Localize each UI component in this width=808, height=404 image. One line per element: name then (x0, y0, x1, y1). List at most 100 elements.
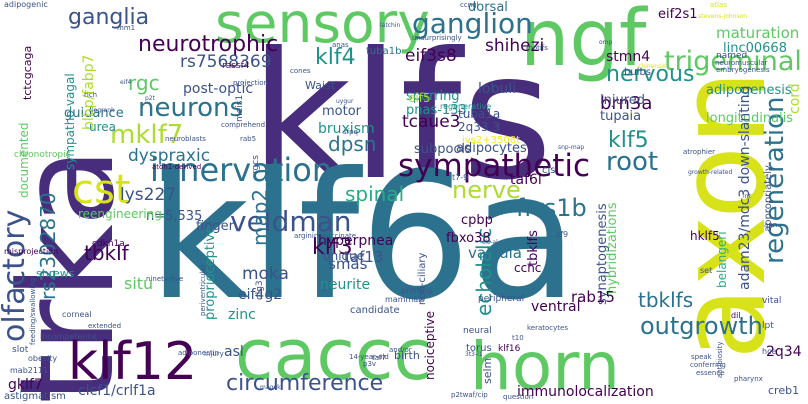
word-tupaia: tupaia (600, 109, 642, 124)
word-eif2s1: eif2s1 (658, 7, 698, 22)
word-brn3a: brn3a (600, 93, 653, 114)
word-n5535: n=5,535 (146, 209, 203, 224)
word-torus: torus (466, 343, 492, 354)
word-pnas133: pnas-133 (406, 103, 467, 118)
word-pharynx: pharynx (734, 375, 763, 383)
word-extended: extended (88, 322, 122, 330)
word-hybridizations: hybridizations (605, 202, 620, 294)
word-neurons: neurons (138, 93, 244, 123)
word-zf9: zf9 (556, 230, 569, 239)
word-ganglion: ganglion (412, 7, 533, 40)
word-eif4g2: eif4g2 (238, 287, 283, 303)
word-slot: slot (12, 345, 29, 355)
word-dpsn: dpsn (328, 132, 377, 156)
word-root: root (606, 147, 659, 177)
word-misprojection: misprojection (4, 247, 59, 256)
word-stevens-johnson: stevens-johnson (698, 13, 748, 20)
word-rassf4: rassf4 (222, 61, 250, 71)
word-neurite: neurite (320, 277, 371, 293)
word-veldman: veldman (230, 205, 352, 238)
word-chronotropic: chronotropic (14, 150, 71, 160)
word-cis: cis (542, 165, 556, 176)
word-guidance: guidance (64, 106, 124, 121)
word-tuba1a: tuba1a (458, 107, 501, 121)
word-conferring: conferring (690, 361, 726, 369)
word-projection: projection (233, 79, 268, 87)
word-candidate: candidate (350, 305, 400, 316)
word-atoh1-derived: atoh1-derived (152, 163, 202, 171)
word-cones: cones (290, 67, 311, 75)
word-peripheral: peripheral (478, 294, 525, 304)
word-p2t: p2t (145, 95, 155, 102)
word-speak: speak (691, 353, 712, 361)
word-omp: omp (599, 39, 613, 46)
word-injured: injured (600, 93, 646, 108)
word-neurotrophic: neurotrophic (138, 32, 279, 57)
word-selm: selm (481, 357, 494, 384)
word-tctcgcaga: tctcgcaga (21, 45, 34, 100)
word-unique: unique (323, 249, 365, 263)
word-periventricular: periventricular (199, 264, 207, 316)
word-olfactory: olfactory (0, 209, 32, 342)
word-neuromuscular: neuromuscular (715, 59, 768, 67)
word-bruxism: bruxism (318, 121, 375, 137)
word-frrs1b: frrs1b (516, 194, 587, 222)
word-lobuli: lobuli (478, 81, 516, 97)
word-astigmatism: astigmatism (4, 391, 66, 402)
word-dil: dil (731, 311, 741, 320)
word-klf4: klf4 (315, 45, 356, 70)
word-2q34: 2q34 (766, 344, 802, 360)
word-adipogenic: adipogenic (4, 0, 48, 9)
word-klf5: klf5 (608, 128, 649, 153)
word-reengineering: reengineering (78, 207, 162, 221)
word-named: named (716, 51, 748, 61)
word-unsurprisingly: unsurprisingly (412, 34, 462, 42)
word-ngf: ngf (520, 0, 647, 84)
word-regenerative: regenerative (440, 102, 492, 111)
word-antibiosity: antibiosity (716, 341, 724, 378)
word-ccnc: ccnc (514, 261, 542, 275)
word-immunolocalization: immunolocalization (517, 384, 654, 400)
word-stmn4: stmn4 (606, 49, 651, 65)
word-eif3s8: eif3s8 (405, 46, 457, 66)
word-printing: printing (401, 286, 433, 295)
word-clc-al: clc-al (482, 239, 498, 246)
word-klf6a: klf6a (148, 136, 579, 339)
word-corneal: corneal (62, 310, 92, 319)
word-t79: t7-9 (452, 173, 469, 182)
word-anas: anas (332, 41, 349, 49)
word-caccc: caccc (235, 314, 432, 396)
word-fbxo38: fbxo38 (446, 231, 491, 246)
word-vital: vital (762, 296, 782, 306)
word-sparring: sparring (406, 89, 460, 104)
word-atlas: atlas (710, 1, 727, 9)
word-cpbp: cpbp (461, 213, 493, 228)
word-ccngl: ccngl (460, 1, 479, 9)
word-mm1: mm1 (117, 24, 136, 32)
word-birth: birth (394, 349, 420, 362)
word-postoptic: post-optic (183, 81, 254, 97)
word-adipogenesis: adipogenesis (706, 83, 792, 98)
word-logrank: logrank (92, 107, 115, 114)
word-tuba1b: tuba1b (366, 46, 402, 57)
word-uygur: uygur (336, 98, 354, 105)
word-hklf5: hklf5 (690, 229, 720, 243)
word-tbklf: tbklf (84, 241, 129, 265)
word-shihezi: shihezi (485, 36, 545, 56)
word-maturation: maturation (716, 24, 800, 42)
word-urea: urea (89, 120, 117, 134)
word-sympathetic: sympathetic (398, 148, 591, 184)
word-moka: moka (242, 264, 289, 284)
word-nerve: nerve (452, 176, 521, 204)
word-tcaue3: tcaue3 (402, 112, 461, 132)
word-trigeminal: trigeminal (664, 46, 802, 77)
word-sensory: sensory (215, 0, 430, 55)
word-p2twaf-cip: p2twaf/cip (451, 391, 488, 399)
word-clcf1: clcf1/crlf1a (78, 383, 156, 399)
word-set: set (700, 266, 713, 275)
word-growth-related: growth-related (688, 169, 733, 176)
word-neuroblasts: neuroblasts (165, 135, 206, 143)
word-horn: horn (470, 328, 621, 404)
word-map2: map2 (248, 188, 272, 246)
word-eif5: eif5 (408, 91, 431, 105)
